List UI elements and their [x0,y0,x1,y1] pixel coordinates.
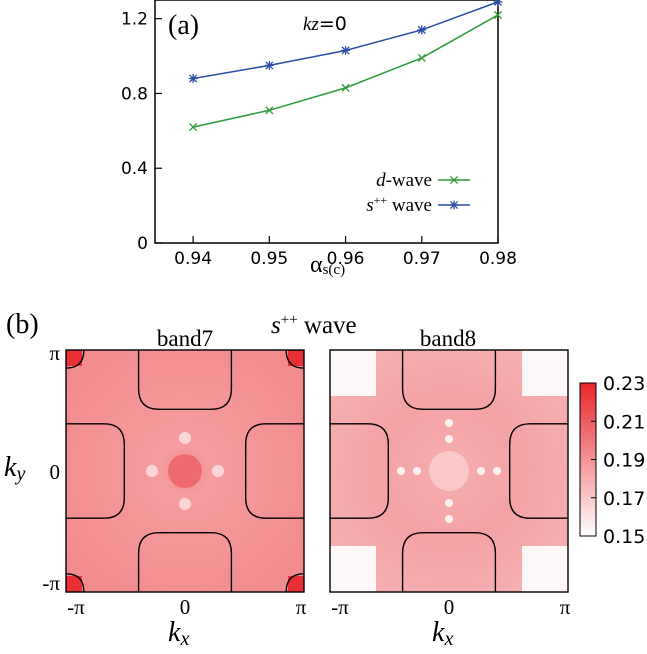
heatmap-corner-patch [66,350,82,366]
fermi-surface-contours [65,349,305,593]
heatmap-title-band7: band7 [157,326,213,351]
y-tick-label: 0.8 [121,84,148,104]
data-point [265,106,274,115]
heatmap-spot [397,467,405,475]
contour-left [330,423,390,519]
heatmap-x-tick-label: -π [67,595,85,619]
y-tick-label: 0 [137,234,148,254]
data-point [341,83,350,92]
heatmap-frame [65,349,305,593]
panel-a: (a) kz=0 0 0.4 0.8 1.2 0.94 0.95 0.96 0.97 0.98… [121,0,517,278]
heatmap-corner-patch [288,350,304,366]
data-point [493,0,503,7]
kz-annotation: kz=0 [303,13,347,35]
heatmap-y-tick-label: 0 [50,460,61,484]
panel-b-wave-title: s++ wave [271,312,357,339]
x-tick-label: 0.96 [327,249,365,269]
panel-b: (b) s++ wave band7 band8 π 0 -π -π 0 π -π 0 π ky… [4,309,645,650]
heatmap-spot [413,467,421,475]
heatmap-band7: band7 [65,326,305,593]
heatmap-x-tick-label: 0 [180,595,191,619]
heatmap-x-tick-label: -π [331,595,349,619]
heatmap-corner-patch [66,576,82,592]
heatmap-y-tick-label: π [49,341,60,365]
x-axis-title-a: αs(c) [310,252,345,278]
contour-corner [285,573,305,593]
heatmap-spot [179,432,191,444]
kx-axis-label-left: kx [168,617,189,650]
x-axis-a: 0.94 0.95 0.96 0.97 0.98 [174,236,517,269]
colorbar-tick-label: 0.19 [603,450,645,472]
contour-corner [65,349,85,369]
ky-axis-label: ky [4,452,25,485]
data-point [493,10,503,20]
heatmap-spot [445,499,453,507]
fermi-surface-contours [330,350,568,592]
heatmap-frame [329,349,569,593]
legend-marker [449,175,459,185]
y-axis-a: 0 0.4 0.8 1.2 [121,10,162,254]
contour-left [66,423,126,519]
colorbar-tick-label: 0.23 [603,373,645,395]
heatmap-x-tick-label: π [296,595,307,619]
heatmap-band8: band8 [329,326,569,593]
series-group [188,0,503,132]
heatmap-spot [493,467,501,475]
heatmap-spot [445,515,453,523]
heatmap-spot [477,467,485,475]
heatmap-corner-patch [330,546,376,592]
y-tick-label: 1.2 [121,10,148,30]
heatmap-spot [445,435,453,443]
contour-right [508,423,568,519]
data-point [417,25,427,35]
contour-top [137,350,233,410]
heatmap-title-band8: band8 [420,326,476,351]
contour-corner [65,573,85,593]
heatmap-spot [212,465,224,477]
heatmap-spot [179,498,191,510]
plot-frame-a [154,0,499,244]
heatmap-y-tick-label: -π [42,571,60,595]
heatmap-corner-patch [522,546,568,592]
data-point [264,61,274,70]
kx-axis-label-right: kx [432,617,453,650]
data-point [417,53,426,63]
contour-bottom [401,532,497,592]
colorbar: 0.23 0.21 0.19 0.17 0.15 [579,373,645,548]
contour-corner [285,349,305,369]
colorbar-tick-label: 0.21 [603,411,645,433]
heatmap-corner-patch [522,350,568,396]
x-tick-label: 0.98 [479,249,517,269]
colorbar-tick-label: 0.17 [603,488,645,510]
heatmap-x-tick-label: π [560,595,571,619]
heatmap-corner-patch [330,350,376,396]
contour-right [244,423,304,519]
x-tick-label: 0.97 [403,249,441,269]
y-tick-label: 0.4 [121,159,148,179]
legend-label: d-wave [376,170,432,191]
heatmap-center-feature [168,454,202,488]
heatmap-spot [445,419,453,427]
contour-bottom [137,532,233,592]
data-point [189,123,198,132]
legend-marker [449,200,459,210]
panel-a-label: (a) [168,10,199,41]
data-point [188,74,198,83]
x-tick-label: 0.95 [250,249,288,269]
data-point [341,46,350,55]
contour-top [401,350,497,410]
heatmap-corner-patch [288,576,304,592]
heatmap-center-feature [429,451,469,491]
legend-label: s++ wave [366,193,432,216]
panel-b-label: (b) [6,309,39,340]
colorbar-tick-label: 0.15 [603,526,645,548]
heatmap-spot [146,465,158,477]
x-tick-label: 0.94 [174,249,212,269]
heatmap-x-tick-label: 0 [444,595,455,619]
heatmap-axes: π 0 -π -π 0 π -π 0 π [42,341,570,619]
